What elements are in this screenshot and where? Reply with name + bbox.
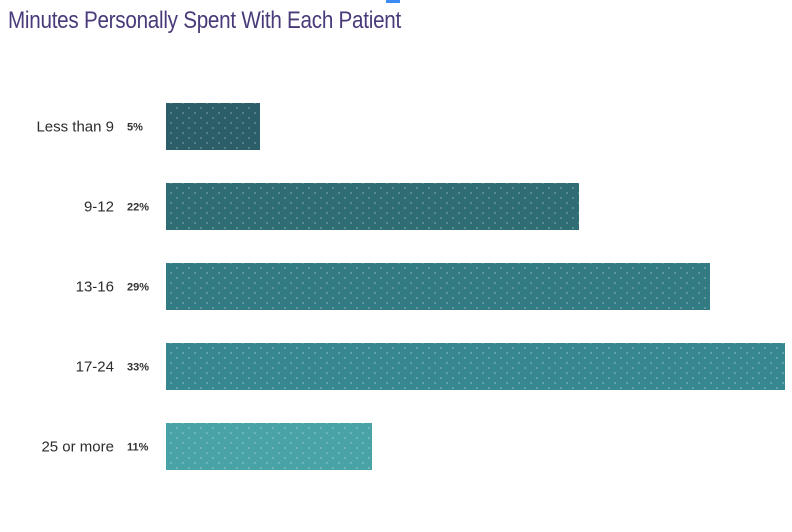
bar-group-less-than-9: Less than 9 5% <box>36 103 260 150</box>
category-label-13-16: 13-16 <box>76 279 114 296</box>
bar-group-17-24: 17-24 33% <box>76 343 785 390</box>
value-label-9-12: 22% <box>127 202 149 214</box>
top-marker <box>386 0 400 3</box>
bar-texture-9-12 <box>166 183 579 230</box>
category-label-17-24: 17-24 <box>76 359 114 376</box>
bar-group-9-12: 9-12 22% <box>84 183 579 230</box>
chart-title: Minutes Personally Spent With Each Patie… <box>8 7 402 34</box>
category-label-9-12: 9-12 <box>84 199 114 216</box>
bars-layer: Less than 9 5% 9-12 22% 13-16 29% 17-24 33% 25 o… <box>36 103 785 470</box>
bar-texture-13-16 <box>166 263 710 310</box>
value-label-less-than-9: 5% <box>127 122 143 134</box>
bar-texture-17-24 <box>166 343 785 390</box>
bar-texture-less-than-9 <box>166 103 260 150</box>
value-label-13-16: 29% <box>127 282 149 294</box>
value-label-17-24: 33% <box>127 362 149 374</box>
category-label-25-or-more: 25 or more <box>41 439 114 456</box>
value-label-25-or-more: 11% <box>127 442 149 454</box>
bar-group-13-16: 13-16 29% <box>76 263 710 310</box>
bar-group-25-or-more: 25 or more 11% <box>41 423 372 470</box>
category-label-less-than-9: Less than 9 <box>36 119 114 136</box>
bar-texture-25-or-more <box>166 423 372 470</box>
